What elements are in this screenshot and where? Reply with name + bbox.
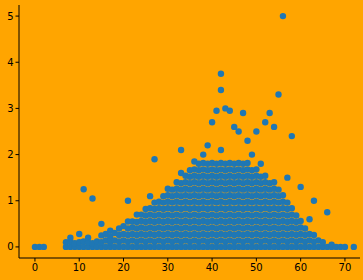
svg-text:4: 4 xyxy=(8,57,14,68)
svg-text:70: 70 xyxy=(339,262,352,273)
svg-text:50: 50 xyxy=(250,262,263,273)
svg-text:60: 60 xyxy=(294,262,307,273)
svg-text:1: 1 xyxy=(8,195,14,206)
svg-text:10: 10 xyxy=(73,262,86,273)
svg-text:40: 40 xyxy=(206,262,219,273)
svg-text:20: 20 xyxy=(117,262,130,273)
svg-text:2: 2 xyxy=(8,149,14,160)
svg-text:30: 30 xyxy=(161,262,174,273)
svg-text:5: 5 xyxy=(8,11,14,22)
svg-text:3: 3 xyxy=(8,103,14,114)
svg-text:0: 0 xyxy=(8,241,14,252)
svg-text:0: 0 xyxy=(32,262,38,273)
